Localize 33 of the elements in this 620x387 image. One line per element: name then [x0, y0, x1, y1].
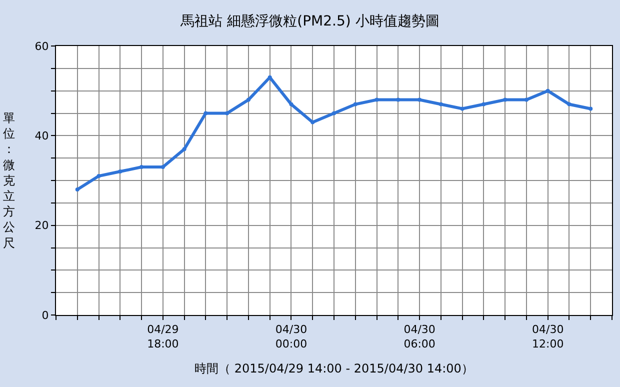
point: [332, 111, 336, 116]
point: [438, 102, 443, 106]
point: [118, 170, 122, 174]
point: [310, 120, 315, 124]
point: [75, 187, 80, 192]
text: 單位：微克立方公尺: [3, 111, 15, 250]
point: [588, 106, 593, 111]
x-axis-title: 時間（ 2015/04/29 14:00 - 2015/04/30 14:00）: [194, 361, 474, 376]
point: [567, 102, 572, 106]
point: [503, 98, 508, 102]
x-tick-label: 04/30 06:00: [404, 323, 436, 350]
point: [182, 147, 186, 152]
x-tick-label: 04/29 18:00: [147, 323, 179, 350]
point: [396, 98, 400, 102]
point: [482, 102, 486, 106]
point: [374, 98, 379, 102]
point: [546, 88, 550, 93]
y-tick-label: 60: [34, 40, 49, 53]
x-tick-label: 04/30 12:00: [532, 323, 564, 350]
chart-title: 馬祖站 細懸浮微粒(PM2.5) 小時值趨勢圖: [180, 13, 440, 30]
point: [289, 102, 294, 106]
point: [418, 98, 422, 102]
y-tick-label: 0: [42, 308, 49, 322]
point: [524, 98, 528, 102]
point: [353, 102, 358, 106]
y-tick-label: 20: [34, 219, 49, 232]
x-tick-label: 04/30 00:00: [275, 323, 308, 350]
y-tick-label: 40: [34, 130, 49, 143]
point: [225, 111, 230, 116]
point: [246, 98, 250, 102]
point: [460, 106, 464, 111]
point: [204, 111, 208, 116]
point: [96, 174, 101, 178]
